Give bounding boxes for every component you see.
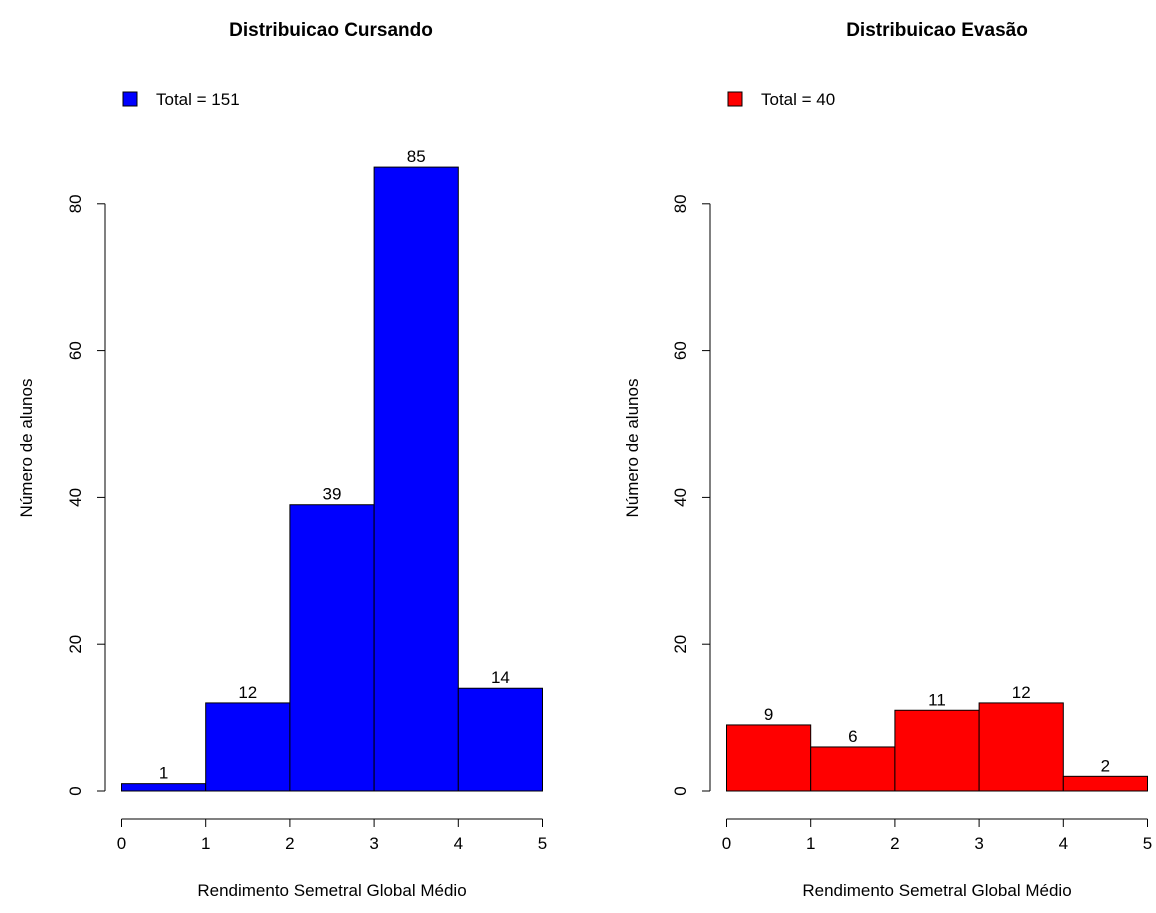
bar-value-label-3: 39 <box>323 485 342 504</box>
x-tick-label-4: 3 <box>369 834 378 853</box>
y-axis-label: Número de alunos <box>623 379 642 518</box>
y-tick-label-5: 80 <box>671 194 690 213</box>
bar-4 <box>978 702 1064 792</box>
bar-value-label-5: 2 <box>1101 756 1110 775</box>
x-tick-label-2: 1 <box>806 834 815 853</box>
bar-value-label-1: 1 <box>159 764 168 783</box>
legend-swatch <box>122 91 138 107</box>
chart-title: Distribuicao Cursando <box>229 20 433 41</box>
bar-1 <box>726 724 812 792</box>
bar-2 <box>810 746 896 792</box>
bar-2 <box>205 702 291 792</box>
x-tick-label-6: 5 <box>538 834 547 853</box>
legend-swatch <box>727 91 743 107</box>
y-tick-label-1: 0 <box>671 786 690 795</box>
bar-value-label-2: 12 <box>238 683 257 702</box>
x-tick-label-6: 5 <box>1143 834 1152 853</box>
x-tick-label-3: 2 <box>285 834 294 853</box>
x-tick-label-1: 0 <box>722 834 731 853</box>
x-tick-label-1: 0 <box>117 834 126 853</box>
x-axis-label: Rendimento Semetral Global Médio <box>197 881 466 900</box>
x-tick-label-5: 4 <box>1059 834 1068 853</box>
bar-value-label-5: 14 <box>491 668 510 687</box>
y-tick-label-4: 60 <box>66 341 85 360</box>
x-tick-label-5: 4 <box>454 834 463 853</box>
x-tick-label-4: 3 <box>974 834 983 853</box>
bar-4 <box>373 166 459 792</box>
bar-5 <box>457 687 543 792</box>
bar-1 <box>121 783 207 792</box>
y-tick-label-2: 20 <box>671 635 690 654</box>
y-axis-label: Número de alunos <box>17 379 36 518</box>
bar-value-label-2: 6 <box>848 727 857 746</box>
bar-value-label-4: 85 <box>407 147 426 166</box>
legend-label: Total = 40 <box>761 90 835 109</box>
bar-5 <box>1062 775 1149 792</box>
legend-label: Total = 151 <box>156 90 240 109</box>
x-tick-label-3: 2 <box>890 834 899 853</box>
bar-3 <box>894 709 980 792</box>
bar-3 <box>289 504 375 792</box>
bar-value-label-4: 12 <box>1012 683 1031 702</box>
y-tick-label-3: 40 <box>66 488 85 507</box>
bar-value-label-1: 9 <box>764 705 773 724</box>
y-tick-label-1: 0 <box>66 786 85 795</box>
x-tick-label-2: 1 <box>201 834 210 853</box>
y-tick-label-4: 60 <box>671 341 690 360</box>
chart-title: Distribuicao Evasão <box>846 20 1028 41</box>
bar-value-label-3: 11 <box>928 690 946 709</box>
y-tick-label-5: 80 <box>66 194 85 213</box>
y-tick-label-2: 20 <box>66 635 85 654</box>
y-tick-label-3: 40 <box>671 488 690 507</box>
x-axis-label: Rendimento Semetral Global Médio <box>802 881 1071 900</box>
